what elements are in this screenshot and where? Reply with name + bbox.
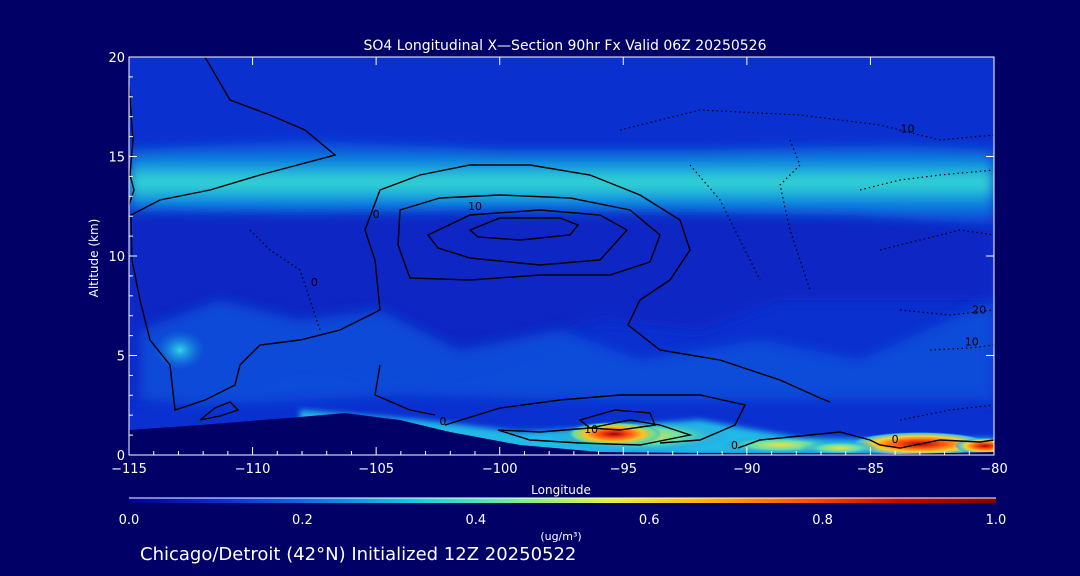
colorbar-tick-label: 0.6 (639, 513, 660, 528)
contour-lowlevel (374, 364, 436, 416)
plume-core-far-east (955, 438, 994, 454)
x-tick-label: −90 (733, 462, 760, 477)
contour-western-ring (199, 401, 240, 421)
x-axis-label: Longitude (531, 483, 591, 497)
contour-label: 0 (439, 415, 446, 428)
colorbar-tick-label: 0.0 (119, 513, 140, 528)
x-tick-label: −115 (111, 462, 147, 477)
contour-label: 10 (584, 423, 598, 436)
contour-labels: 10 0 0 0 10 0 0 10 20 10 (311, 123, 986, 452)
colorbar-ticks: 0.0 0.2 0.4 0.6 0.8 1.0 (119, 497, 1007, 528)
contour-10-outer (397, 194, 661, 281)
x-axis: −115 −110 −105 −100 −95 −90 −85 −80 (111, 57, 1008, 477)
y-tick-label: 0 (117, 449, 125, 464)
terrain (129, 413, 994, 455)
contour-plume-core (578, 409, 656, 431)
contour-label: 10 (901, 123, 915, 136)
y-tick-label: 10 (108, 250, 125, 265)
contour-label: 10 (965, 336, 979, 349)
dotted-contour-east-2 (879, 229, 994, 251)
x-tick-label: −80 (980, 462, 1007, 477)
chart-title: SO4 Longitudinal X—Section 90hr Fx Valid… (364, 38, 767, 54)
dotted-contour-mid (689, 164, 761, 281)
plume-warm-east (800, 441, 880, 455)
lower-level-field (140, 300, 994, 405)
contour-label: 0 (892, 433, 899, 446)
upper-band (129, 140, 994, 225)
contour-10-mid (426, 209, 629, 266)
dotted-contour-east-3 (899, 309, 994, 316)
y-axis-label: Altitude (km) (87, 219, 101, 298)
dotted-contour-west (249, 229, 321, 331)
western-cyan-blob (155, 330, 205, 370)
contour-label: 0 (373, 208, 380, 221)
contour-plume (497, 419, 693, 446)
colorbar-tick-label: 0.4 (465, 513, 486, 528)
x-tick-label: −95 (610, 462, 637, 477)
contour-label: 0 (731, 439, 738, 452)
footer-caption: Chicago/Detroit (42°N) Initialized 12Z 2… (140, 544, 576, 565)
colorbar (129, 498, 996, 503)
y-tick-label: 5 (117, 350, 125, 365)
dotted-contour-north (619, 109, 994, 141)
contour-label: 10 (468, 200, 482, 213)
x-tick-label: −100 (482, 462, 518, 477)
contour-label: 0 (311, 276, 318, 289)
y-tick-label: 20 (108, 51, 125, 66)
plot-area: 10 0 0 0 10 0 0 10 20 10 (129, 57, 994, 455)
y-tick-label: 15 (108, 151, 125, 166)
x-tick-label: −105 (358, 462, 394, 477)
colorbar-tick-label: 0.2 (292, 513, 313, 528)
colorbar-unit-label: (ug/m³) (540, 530, 581, 543)
x-tick-label: −110 (235, 462, 271, 477)
colorbar-tick-label: 0.8 (812, 513, 833, 528)
colorbar-tick-label: 1.0 (986, 513, 1007, 528)
y-axis: 0 5 10 15 20 (108, 51, 994, 464)
x-tick-label: −85 (857, 462, 884, 477)
contour-eastern-surface (737, 431, 994, 449)
dotted-contours (249, 109, 994, 421)
contour-10-inner (468, 217, 580, 241)
contour-west (130, 57, 831, 411)
solid-contours (129, 57, 994, 449)
dotted-contour-surface (899, 404, 994, 421)
contour-boundary (444, 394, 747, 444)
contour-label: 20 (972, 304, 986, 317)
contour-west-edge (129, 84, 135, 206)
dotted-contour-east (859, 169, 994, 191)
